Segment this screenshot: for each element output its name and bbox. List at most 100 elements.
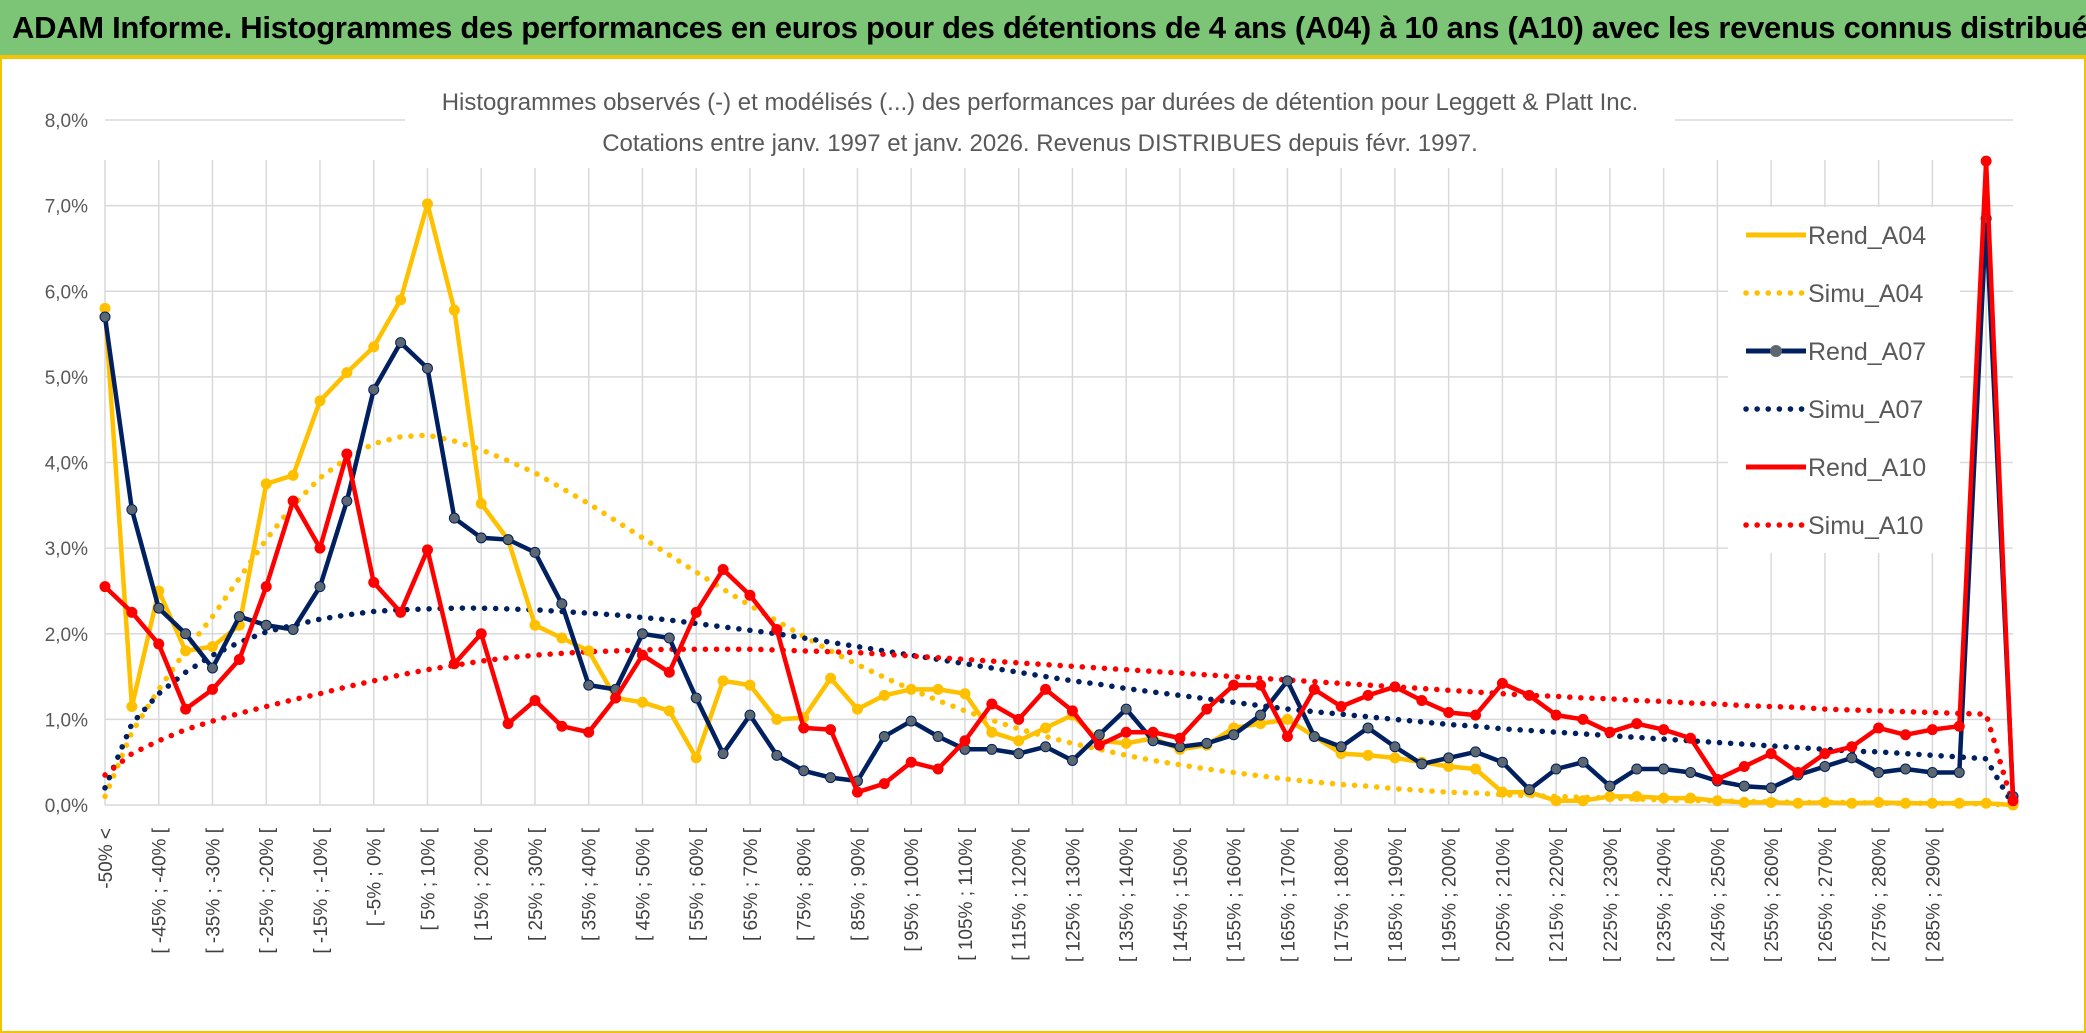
x-tick-label: [ 75% ; 80% [: [795, 827, 816, 941]
x-tick-label: [ -25% ; -20% [: [257, 827, 278, 953]
series-line-Rend_A10: [103, 158, 2016, 801]
data-point: [1013, 735, 1025, 747]
series-line-Simu_A10: [102, 646, 2016, 808]
x-tick-label: [ -15% ; -10% [: [311, 827, 332, 953]
data-point: [1523, 689, 1535, 701]
x-tick-label: [ 15% ; 20% [: [472, 827, 493, 941]
x-tick-label: [ 175% ; 180% [: [1332, 827, 1353, 962]
data-point: [825, 672, 837, 684]
data-point: [395, 606, 407, 618]
data-point: [1980, 797, 1992, 809]
data-point: [798, 765, 810, 777]
data-point: [475, 532, 487, 544]
data-point: [1228, 729, 1240, 741]
data-point: [260, 619, 272, 631]
data-point: [1550, 795, 1562, 807]
data-point: [1819, 796, 1831, 808]
x-tick-label: [ 255% ; 260% [: [1762, 827, 1783, 962]
x-tick-label: [ 45% ; 50% [: [633, 827, 654, 941]
data-point: [1443, 752, 1455, 764]
data-point: [1255, 709, 1267, 721]
x-tick-label: [ -35% ; -30% [: [203, 827, 224, 953]
data-point: [233, 611, 245, 623]
data-point: [690, 606, 702, 618]
data-point: [260, 478, 272, 490]
data-point: [1281, 713, 1293, 725]
x-tick-label: [ 235% ; 240% [: [1655, 827, 1676, 962]
data-point: [798, 722, 810, 734]
data-point: [959, 735, 971, 747]
x-tick-label: [ 265% ; 270% [: [1816, 827, 1837, 962]
x-tick-label: [ -45% ; -40% [: [150, 827, 171, 953]
data-point: [529, 546, 541, 558]
data-point: [233, 653, 245, 665]
data-point: [932, 683, 944, 695]
data-point: [1685, 732, 1697, 744]
data-point: [126, 504, 138, 516]
data-point: [502, 534, 514, 546]
y-axis-ticks: 0,0% 1,0% 2,0% 3,0% 4,0% 5,0% 6,0% 7,0% 8,0%: [45, 111, 88, 817]
x-tick-label: [ 35% ; 40% [: [580, 827, 601, 941]
data-point: [690, 752, 702, 764]
y-tick-label: 2,0%: [45, 625, 88, 646]
data-point: [1335, 741, 1347, 753]
data-point: [1335, 701, 1347, 713]
data-point: [1362, 689, 1374, 701]
y-tick-label: 6,0%: [45, 282, 88, 303]
data-point: [1873, 766, 1885, 778]
series-Simu_A10: [102, 646, 2016, 808]
data-point: [1389, 741, 1401, 753]
data-point: [287, 469, 299, 481]
data-point: [556, 720, 568, 732]
data-point: [583, 726, 595, 738]
data-point: [1738, 796, 1750, 808]
data-point: [1550, 709, 1562, 721]
data-point: [1900, 797, 1912, 809]
data-point: [1416, 695, 1428, 707]
data-point: [1926, 766, 1938, 778]
x-tick-label: [ 205% ; 210% [: [1493, 827, 1514, 962]
y-tick-label: 5,0%: [45, 368, 88, 389]
data-point: [825, 772, 837, 784]
x-tick-label: [ 285% ; 290% [: [1923, 827, 1944, 962]
data-point: [1389, 752, 1401, 764]
data-point: [556, 598, 568, 610]
data-point: [421, 544, 433, 556]
data-point: [99, 311, 111, 323]
x-tick-label: [ 105% ; 110% [: [956, 827, 977, 960]
x-tick-label: [ 225% ; 230% [: [1601, 827, 1622, 962]
data-point: [583, 679, 595, 691]
legend-background: [1728, 207, 1960, 553]
data-point: [1013, 748, 1025, 760]
legend-item-Rend_A07: Rend_A07: [1746, 338, 1926, 366]
legend-item-Simu_A04: Simu_A04: [1743, 280, 1923, 308]
data-point: [636, 696, 648, 708]
data-point: [1362, 722, 1374, 734]
data-point: [1201, 703, 1213, 715]
x-tick-label: [ 55% ; 60% [: [687, 827, 708, 941]
data-point: [1604, 726, 1616, 738]
data-point: [1308, 683, 1320, 695]
data-point: [1281, 675, 1293, 687]
data-point: [556, 632, 568, 644]
data-point: [1470, 763, 1482, 775]
data-point: [1120, 737, 1132, 749]
data-point: [744, 679, 756, 691]
data-point: [206, 641, 218, 653]
data-point: [1550, 763, 1562, 775]
x-tick-label: [ 25% ; 30% [: [526, 827, 547, 941]
data-point: [421, 198, 433, 210]
data-point: [905, 683, 917, 695]
data-point: [1066, 754, 1078, 766]
legend-marker: [1770, 345, 1782, 357]
data-point: [287, 623, 299, 635]
data-point: [180, 645, 192, 657]
data-point: [1926, 724, 1938, 736]
data-point: [1443, 707, 1455, 719]
data-point: [1953, 766, 1965, 778]
x-tick-label: [ 135% ; 140% [: [1117, 827, 1138, 962]
series-line-Rend_A07: [102, 216, 2016, 797]
data-point: [314, 581, 326, 593]
data-point: [1873, 796, 1885, 808]
data-point: [1120, 726, 1132, 738]
